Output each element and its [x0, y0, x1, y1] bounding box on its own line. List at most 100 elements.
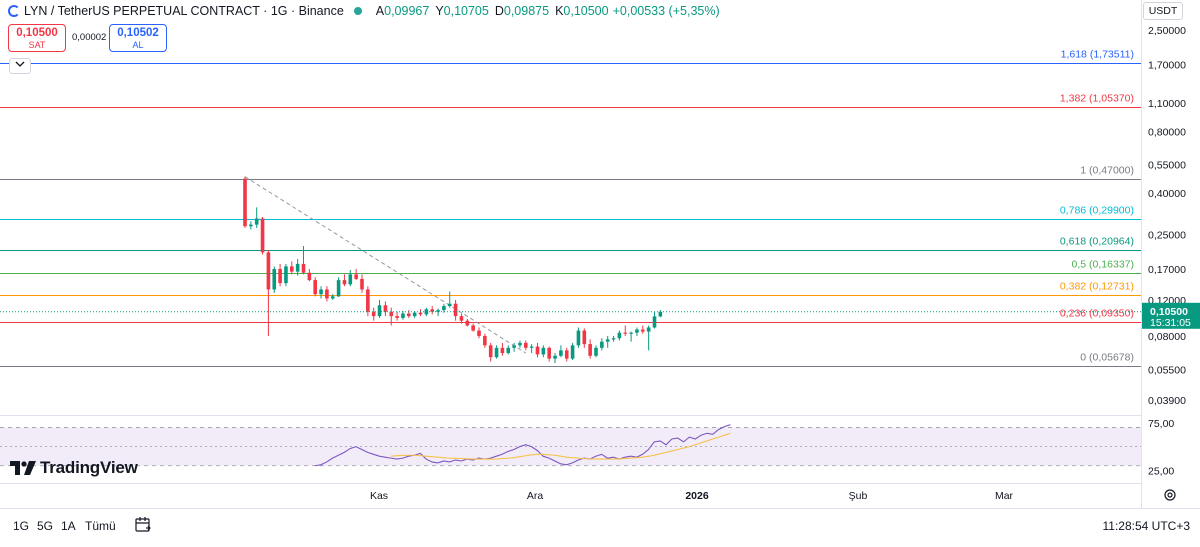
candle[interactable]: [336, 280, 341, 297]
candle[interactable]: [354, 274, 358, 279]
candle[interactable]: [617, 332, 622, 339]
candle[interactable]: [646, 327, 651, 332]
candle[interactable]: [407, 313, 411, 317]
high-label: Y: [435, 4, 444, 18]
candle[interactable]: [325, 289, 329, 299]
currency-selector[interactable]: USDT: [1143, 2, 1183, 20]
candle[interactable]: [658, 311, 663, 317]
candle[interactable]: [477, 330, 481, 336]
time-axis-label: Şub: [849, 490, 868, 502]
last-price-badge: [1142, 302, 1200, 329]
candle[interactable]: [301, 263, 306, 273]
candle[interactable]: [588, 344, 592, 356]
candle[interactable]: [418, 312, 423, 315]
candle[interactable]: [559, 350, 563, 356]
candle[interactable]: [266, 252, 271, 290]
candle[interactable]: [623, 332, 628, 334]
candle[interactable]: [611, 338, 616, 340]
calendar-icon[interactable]: [134, 516, 152, 534]
candle[interactable]: [582, 330, 587, 345]
range-button-all[interactable]: Tümü: [85, 519, 116, 533]
range-button-5g[interactable]: 5G: [37, 519, 54, 533]
candle[interactable]: [319, 289, 323, 295]
candle[interactable]: [524, 342, 528, 348]
gear-icon[interactable]: [1163, 488, 1177, 502]
candle[interactable]: [348, 274, 353, 285]
symbol-legend: LYN / TetherUS PERPETUAL CONTRACT · 1G ·…: [8, 3, 720, 19]
candle[interactable]: [529, 346, 534, 348]
candle[interactable]: [389, 311, 394, 317]
candle[interactable]: [371, 311, 376, 317]
candle[interactable]: [506, 347, 511, 354]
clock[interactable]: 11:28:54 UTC+3: [1102, 519, 1191, 533]
candle[interactable]: [535, 346, 540, 355]
candle[interactable]: [641, 329, 645, 332]
candle[interactable]: [342, 280, 347, 285]
candle[interactable]: [570, 345, 575, 359]
symbol-title[interactable]: LYN / TetherUS PERPETUAL CONTRACT · 1G ·…: [24, 4, 344, 18]
range-button-1g[interactable]: 1G: [13, 519, 30, 533]
candle[interactable]: [494, 347, 499, 358]
candle[interactable]: [249, 224, 253, 227]
candle[interactable]: [243, 178, 247, 227]
candle[interactable]: [278, 268, 282, 284]
symbol-logo-icon: [8, 5, 20, 17]
candle[interactable]: [459, 316, 464, 321]
candle[interactable]: [313, 280, 317, 295]
candle[interactable]: [465, 320, 470, 326]
candle[interactable]: [442, 306, 446, 311]
candle[interactable]: [412, 312, 417, 317]
candle[interactable]: [395, 316, 399, 318]
candle[interactable]: [541, 347, 546, 355]
candle[interactable]: [553, 355, 557, 359]
candle[interactable]: [401, 313, 405, 318]
candle[interactable]: [547, 347, 551, 359]
candle[interactable]: [471, 325, 475, 331]
rsi-ma-line[interactable]: [391, 432, 731, 460]
candle[interactable]: [330, 296, 335, 299]
candle[interactable]: [447, 303, 452, 307]
candle[interactable]: [652, 316, 657, 328]
candle[interactable]: [600, 341, 604, 348]
candle[interactable]: [436, 310, 440, 312]
candle[interactable]: [260, 218, 265, 253]
candle[interactable]: [295, 263, 300, 272]
candle[interactable]: [594, 347, 598, 356]
candle-countdown: 15:31:05: [1150, 317, 1191, 329]
rsi-line[interactable]: [314, 424, 731, 467]
candle[interactable]: [254, 218, 259, 225]
candle[interactable]: [377, 305, 382, 317]
candle[interactable]: [360, 278, 364, 290]
candle[interactable]: [512, 345, 516, 348]
range-button-1a[interactable]: 1A: [61, 519, 76, 533]
candle[interactable]: [576, 330, 581, 346]
candle[interactable]: [272, 268, 277, 290]
candle[interactable]: [290, 266, 294, 272]
sell-button[interactable]: 0,10500 SAT: [8, 24, 66, 52]
candle[interactable]: [430, 309, 434, 312]
candle[interactable]: [500, 347, 505, 354]
candle[interactable]: [635, 329, 639, 333]
candle[interactable]: [383, 305, 388, 312]
candle[interactable]: [453, 303, 458, 317]
candle[interactable]: [564, 350, 569, 359]
candle[interactable]: [629, 332, 633, 334]
tradingview-logo[interactable]: TradingView: [10, 458, 138, 478]
sell-label: SAT: [28, 40, 46, 50]
fib-level-label: 0,5 (0,16337): [1072, 259, 1134, 271]
change-value: +0,00533 (+5,35%): [612, 4, 720, 18]
candle[interactable]: [307, 272, 312, 281]
candle[interactable]: [518, 342, 522, 346]
candle[interactable]: [366, 289, 370, 312]
tradingview-logo-icon: [10, 461, 36, 475]
candle[interactable]: [284, 266, 288, 284]
buy-button[interactable]: 0,10502 AL: [109, 24, 167, 52]
trendline[interactable]: [244, 176, 527, 354]
legend-collapse-button[interactable]: [9, 58, 31, 74]
time-axis-label: Kas: [370, 490, 388, 502]
candle[interactable]: [483, 335, 487, 346]
candle[interactable]: [605, 339, 610, 342]
candle[interactable]: [488, 345, 493, 358]
